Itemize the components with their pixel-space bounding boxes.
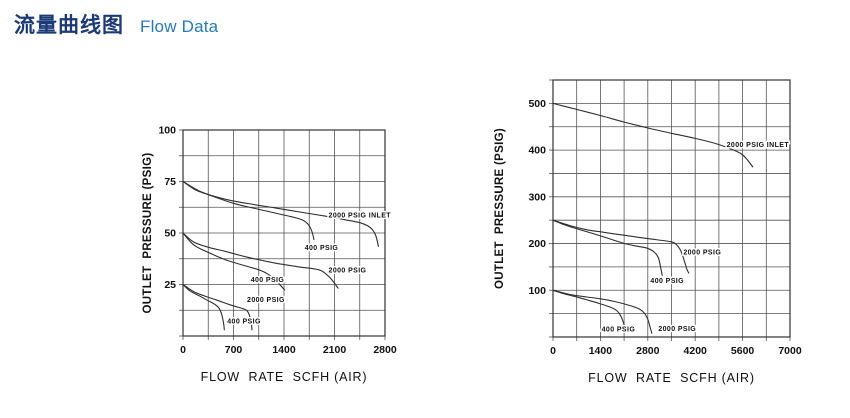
y-tick-label: 75 [164,176,176,188]
x-tick-label: 0 [550,345,556,357]
grid-lines [549,79,791,341]
curve-inlet-2000-psig-set-75 [182,180,379,247]
page-title: 流量曲线图 Flow Data [14,9,218,39]
tick-labels: 0 1400 2800 4200 5600 7000 100 200 300 400 500 [528,98,801,357]
x-tick-label: 5600 [731,345,755,357]
curve-inlet-2000-psig-set-100 [552,289,653,334]
curves [552,102,754,334]
x-tick-label: 700 [225,344,243,356]
plot-border [552,79,791,338]
curve-label-inlet-2000-psig-set-100: 2000 PSIG [658,326,696,333]
curve-label-inlet-2000-psig-set-25: 2000 PSIG [247,297,285,304]
curves [182,180,379,331]
x-tick-label: 1400 [589,345,613,357]
x-tick-label: 7000 [778,345,802,357]
curve-inlet-400-psig-set-100 [552,289,626,328]
y-tick-label: 100 [158,125,176,137]
curve-inlet-2000-psig-set-500 [552,102,754,168]
y-axis-title: OUTLET PRESSURE (PSIG) [142,153,154,314]
curve-label-inlet-400-psig-set-50: 400 PSIG [251,277,285,284]
flow-chart-high-pressure-plot: 0 1400 2800 4200 5600 7000 100 200 300 400 500 FLOW… [494,79,802,385]
curve-label-inlet-400-psig-set-250: 400 PSIG [650,278,684,285]
curve-inlet-400-psig-set-25 [182,283,225,331]
x-tick-label: 0 [180,344,186,356]
curve-inlet-2000-psig-set-250 [552,219,690,274]
curve-inlet-2000-psig-set-50 [182,232,339,289]
x-tick-label: 2100 [323,344,347,356]
flow-chart-low-pressure: 0 700 1400 2100 2800 25 50 75 100 FLOW RATE SCFH … [135,95,435,410]
curve-label-inlet-2000-psig-set-75: 2000 PSIG INLET [329,212,392,219]
x-tick-label: 2800 [636,345,660,357]
curve-inlet-2000-psig-set-25 [182,283,253,331]
x-axis-title: FLOW RATE SCFH (AIR) [201,370,368,384]
y-tick-label: 50 [164,228,176,240]
curve-inlet-400-psig-set-250 [552,219,663,276]
tick-labels: 0 700 1400 2100 2800 25 50 75 100 [158,125,396,357]
x-tick-label: 2800 [373,344,397,356]
curve-label-inlet-2000-psig-set-250: 2000 PSIG [683,249,721,256]
y-tick-label: 200 [528,238,546,250]
curve-label-inlet-2000-psig-set-500: 2000 PSIG INLET [727,142,790,149]
x-axis-title: FLOW RATE SCFH (AIR) [588,371,755,385]
y-axis-title: OUTLET PRESSURE (PSIG) [494,128,506,289]
curve-label-inlet-400-psig-set-25: 400 PSIG [227,319,261,326]
x-tick-label: 1400 [272,344,296,356]
grid-lines [179,129,386,340]
curve-label-inlet-400-psig-set-100: 400 PSIG [602,327,636,334]
y-tick-label: 300 [528,191,546,203]
flow-chart-high-pressure: 0 1400 2800 4200 5600 7000 100 200 300 400 500 FLOW… [485,60,830,412]
page-title-english: Flow Data [140,17,219,36]
x-tick-label: 4200 [684,345,708,357]
y-tick-label: 100 [528,285,546,297]
y-tick-label: 25 [164,279,176,291]
curve-inlet-400-psig-set-50 [182,232,286,291]
y-tick-label: 400 [528,145,546,157]
curve-label-inlet-400-psig-set-75: 400 PSIG [305,245,339,252]
curve-inlet-400-psig-set-75 [182,180,315,241]
flow-chart-low-pressure-plot: 0 700 1400 2100 2800 25 50 75 100 FLOW RATE SCFH … [142,125,397,385]
curve-label-inlet-2000-psig-set-50: 2000 PSIG [329,268,367,275]
y-tick-label: 500 [528,98,546,110]
page-title-chinese: 流量曲线图 [14,14,124,37]
